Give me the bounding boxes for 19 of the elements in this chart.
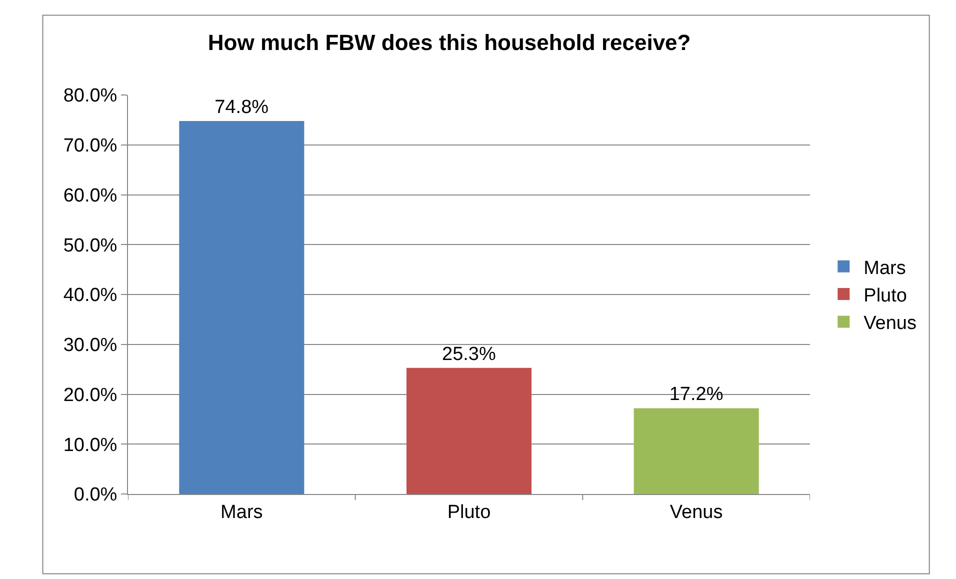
y-tick-label: 80.0%: [63, 86, 118, 107]
chart-title: How much FBW does this household receive?: [208, 30, 691, 56]
legend-label: Mars: [864, 258, 906, 279]
x-tick-label: Venus: [670, 502, 723, 523]
data-label: 74.8%: [214, 96, 269, 118]
legend-label: Pluto: [864, 285, 907, 306]
y-tick-label: 70.0%: [63, 136, 118, 157]
data-label: 25.3%: [442, 344, 496, 365]
y-tick-label: 0.0%: [74, 484, 118, 506]
y-tick-label: 40.0%: [63, 285, 118, 306]
y-tick-label: 50.0%: [63, 235, 118, 256]
y-tick-label: 20.0%: [63, 384, 118, 406]
y-tick-label: 10.0%: [63, 434, 118, 456]
x-tick-label: Mars: [220, 502, 263, 523]
data-label: 17.2%: [669, 384, 724, 406]
y-tick-label: 30.0%: [63, 335, 118, 356]
x-tick-label: Pluto: [447, 502, 491, 523]
legend-label: Venus: [864, 313, 916, 334]
y-tick-label: 60.0%: [63, 185, 118, 206]
